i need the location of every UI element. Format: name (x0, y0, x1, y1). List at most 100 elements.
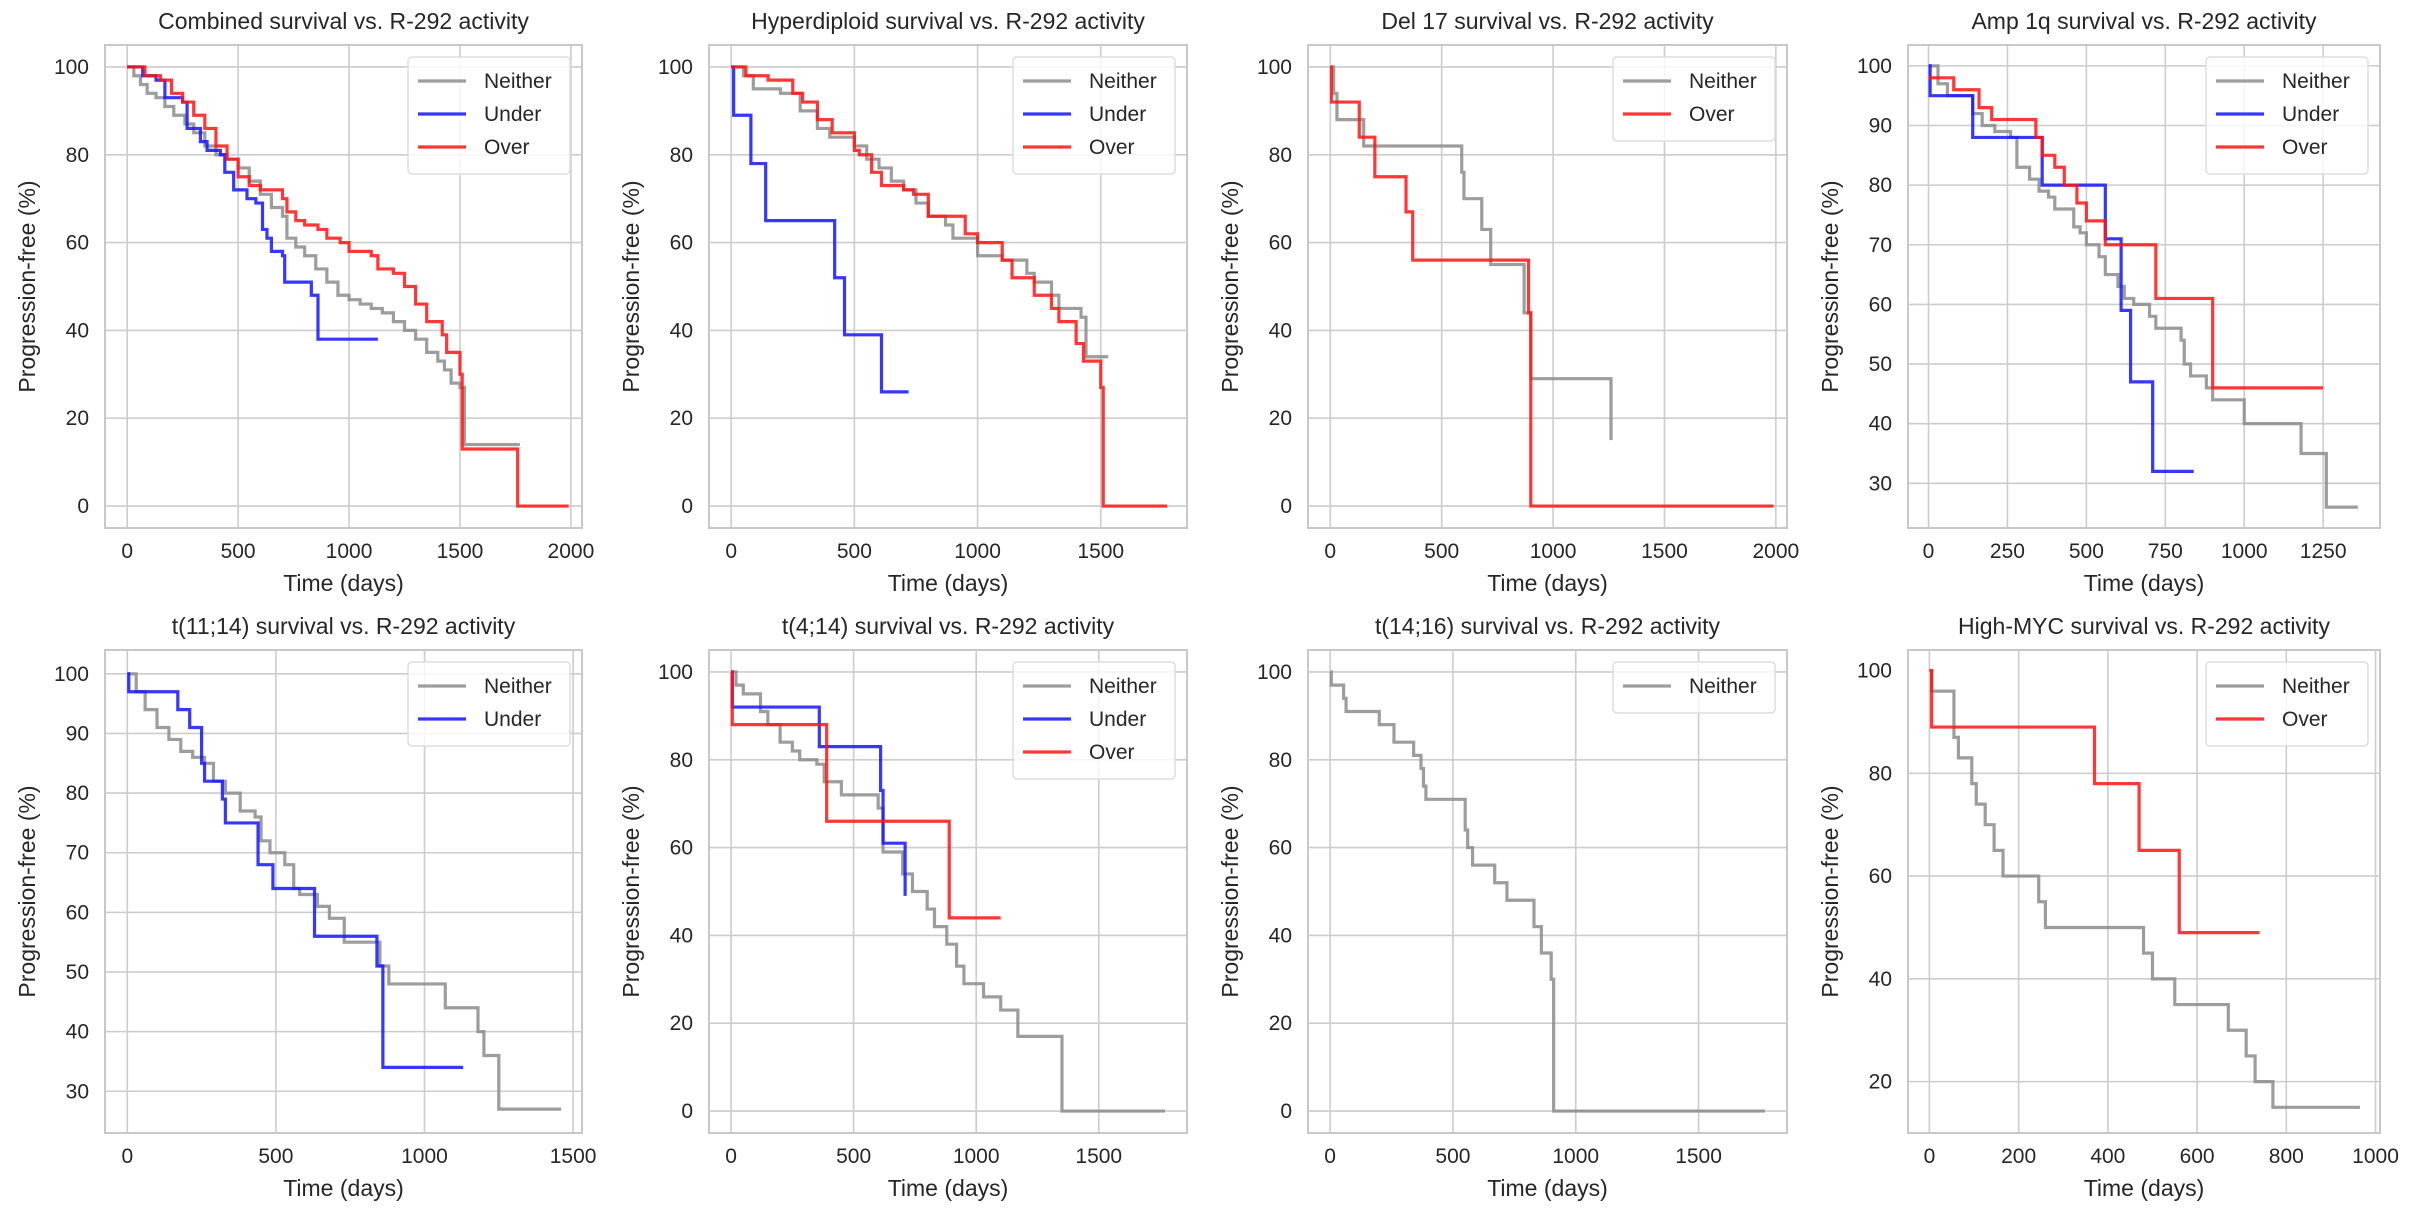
y-tick-label: 30 (1869, 472, 1892, 495)
chart-title: t(14;16) survival vs. R-292 activity (1375, 613, 1721, 639)
legend-label: Over (2282, 136, 2328, 159)
y-tick-label: 70 (1869, 234, 1892, 257)
y-tick-label: 90 (1869, 115, 1892, 138)
x-tick-label: 600 (2180, 1145, 2215, 1168)
legend-box (2205, 56, 2369, 175)
chart-panel: 0 250 500 750 1000 1250 30 40 50 60 70 80 90 100 Amp 1… (1817, 8, 2381, 596)
x-tick-label: 0 (1324, 1145, 1336, 1168)
chart-title: Combined survival vs. R-292 activity (158, 8, 529, 34)
x-tick-label: 500 (836, 1145, 871, 1168)
x-tick-label: 0 (121, 1145, 133, 1168)
x-tick-label: 0 (121, 540, 133, 563)
legend-label: Neither (484, 70, 552, 93)
legend: Neither Under Over (1012, 56, 1176, 175)
y-tick-label: 20 (1269, 1012, 1292, 1035)
legend-label: Over (1689, 103, 1735, 126)
y-tick-label: 60 (670, 232, 693, 255)
x-tick-label: 1000 (1530, 540, 1577, 563)
x-tick-label: 0 (1324, 540, 1336, 563)
y-tick-label: 20 (1269, 407, 1292, 430)
chart-title: Hyperdiploid survival vs. R-292 activity (751, 8, 1145, 34)
y-tick-label: 100 (1857, 660, 1892, 683)
x-tick-label: 1500 (1675, 1145, 1722, 1168)
x-tick-label: 1500 (437, 540, 484, 563)
y-tick-label: 100 (1257, 56, 1292, 79)
legend-label: Neither (2282, 70, 2350, 93)
legend-label: Over (2282, 708, 2328, 731)
legend: Neither Over (1612, 56, 1776, 142)
series-line-over (1929, 668, 2260, 935)
x-tick-label: 200 (2001, 1145, 2036, 1168)
x-tick-label: 1500 (1077, 540, 1124, 563)
y-tick-label: 100 (1257, 661, 1292, 684)
y-tick-label: 80 (1869, 762, 1892, 785)
series-line-over (1329, 65, 1774, 508)
series-line-over (731, 65, 1168, 508)
legend-label: Under (484, 708, 541, 731)
plot-frame (708, 44, 1188, 529)
y-tick-label: 0 (1280, 495, 1292, 518)
series-line-under (127, 672, 464, 1070)
x-tick-label: 1500 (1641, 540, 1688, 563)
legend: Neither Under (407, 661, 571, 747)
y-tick-label: 20 (670, 1012, 693, 1035)
y-tick-label: 20 (670, 407, 693, 430)
x-tick-label: 1000 (2221, 540, 2268, 563)
series-line-neither (1929, 668, 2360, 1109)
x-tick-label: 500 (258, 1145, 293, 1168)
legend-label: Neither (1089, 675, 1157, 698)
y-tick-label: 40 (66, 319, 89, 342)
y-tick-label: 0 (681, 495, 693, 518)
x-tick-label: 1000 (953, 1145, 1000, 1168)
y-tick-label: 40 (1269, 924, 1292, 947)
legend: Neither Under Over (407, 56, 571, 175)
x-tick-label: 1000 (326, 540, 373, 563)
legend: Neither Under Over (1012, 661, 1176, 780)
y-tick-label: 50 (1869, 353, 1892, 376)
series-line-neither (731, 65, 1109, 359)
x-tick-label: 2000 (1753, 540, 1800, 563)
x-tick-label: 500 (1424, 540, 1459, 563)
chart-title: t(4;14) survival vs. R-292 activity (782, 613, 1115, 639)
series-line-under (1928, 64, 2194, 473)
y-tick-label: 40 (1269, 319, 1292, 342)
y-tick-label: 20 (66, 407, 89, 430)
y-tick-label: 60 (1869, 293, 1892, 316)
x-tick-label: 1000 (954, 540, 1001, 563)
series-line-under (731, 65, 909, 394)
legend-box (407, 56, 571, 175)
y-tick-label: 50 (66, 961, 89, 984)
y-tick-label: 80 (1269, 749, 1292, 772)
legend: Neither (1612, 661, 1776, 714)
y-tick-label: 20 (1869, 1071, 1892, 1094)
y-tick-label: 40 (1869, 968, 1892, 991)
plot-frame (1307, 649, 1788, 1134)
x-tick-label: 800 (2269, 1145, 2304, 1168)
legend-box (407, 661, 571, 747)
x-axis-label: Time (days) (1487, 1175, 1608, 1201)
plot-frame (104, 649, 583, 1134)
x-axis-label: Time (days) (283, 1175, 404, 1201)
x-axis-label: Time (days) (888, 1175, 1009, 1201)
legend-label: Under (1089, 103, 1146, 126)
y-axis-label: Progression-free (%) (1217, 180, 1243, 392)
legend: Neither Over (2205, 661, 2369, 747)
chart-panel: 0 500 1000 1500 0 20 40 60 80 100 t(14;16) surviva… (1217, 613, 1788, 1201)
x-tick-label: 1500 (1075, 1145, 1122, 1168)
legend-label: Under (2282, 103, 2339, 126)
x-axis-label: Time (days) (2084, 1175, 2205, 1201)
plot-frame (104, 44, 583, 529)
y-tick-label: 0 (1280, 1100, 1292, 1123)
plot-frame (1307, 44, 1788, 529)
y-tick-label: 100 (658, 56, 693, 79)
y-tick-label: 60 (66, 232, 89, 255)
series-line-over (730, 670, 1001, 920)
y-axis-label: Progression-free (%) (618, 785, 644, 997)
y-tick-label: 80 (670, 144, 693, 167)
chart-panel: 0 200 400 600 800 1000 20 40 60 80 100 High-MYC sur… (1817, 613, 2399, 1201)
x-tick-label: 500 (2069, 540, 2104, 563)
y-tick-label: 30 (66, 1080, 89, 1103)
y-tick-label: 60 (1869, 865, 1892, 888)
x-axis-label: Time (days) (888, 570, 1009, 596)
x-tick-label: 1500 (550, 1145, 597, 1168)
